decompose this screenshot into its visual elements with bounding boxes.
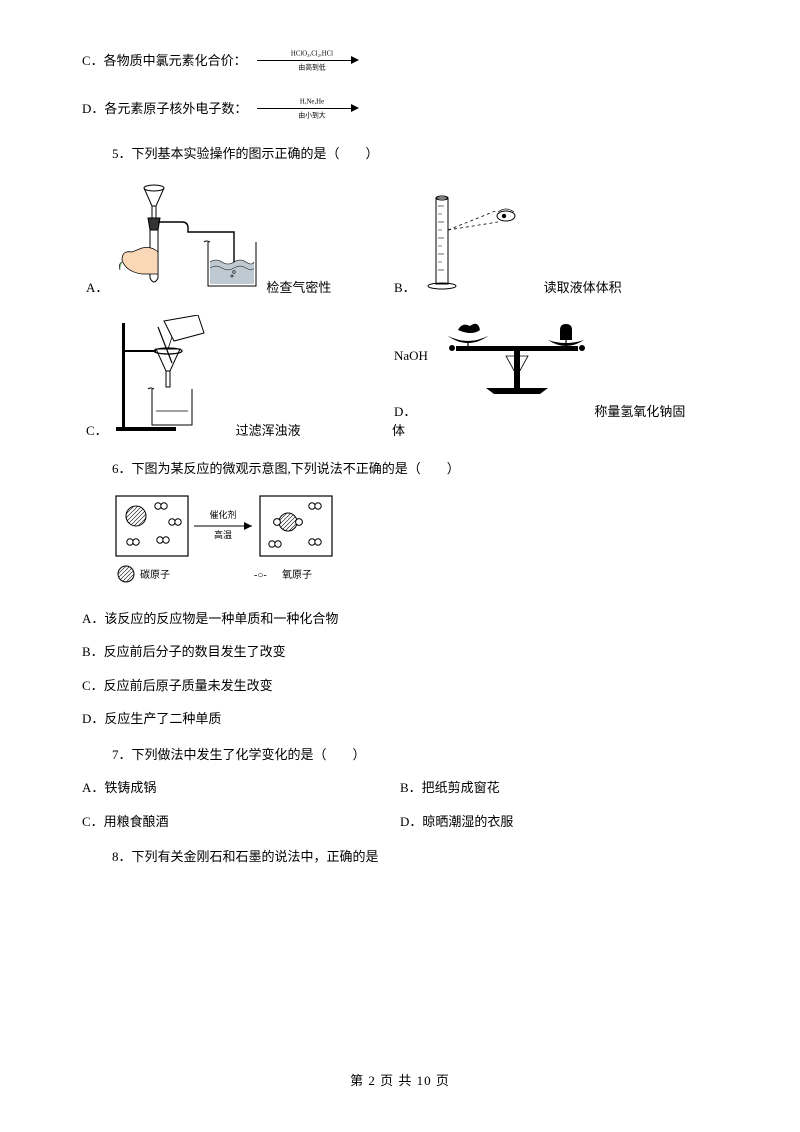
airtightness-apparatus-icon: [112, 182, 262, 298]
graduated-cylinder-icon: [420, 192, 540, 298]
q6-opt-c: C．反应前后原子质量未发生改变: [82, 676, 718, 696]
q6-reaction-diagram: 催化剂 高温 碳原子 -○- 氧原子: [112, 492, 718, 593]
q5-a-label: A．: [86, 278, 108, 298]
q5-d-naoh: NaOH: [394, 346, 428, 366]
q7-opt-a: A．铁铸成锅: [82, 778, 400, 798]
option-d-row: D． 各元素原子核外电子数： H,Ne,He 由小到大: [82, 96, 718, 122]
q5-d-caption2: 体: [392, 421, 405, 441]
q5-c-label: C．: [86, 421, 108, 441]
q5-d-label: D．: [394, 402, 416, 422]
option-d-text: 各元素原子核外电子数：: [104, 99, 247, 119]
q5-c-caption: 过滤浑浊液: [236, 421, 301, 441]
option-c-arrow-top: HClO₃,Cl₂,HCl: [265, 49, 359, 59]
balance-scale-icon: [432, 316, 602, 402]
q7-row2: C．用粮食酿酒 D．晾晒潮湿的衣服: [82, 812, 718, 832]
option-c-arrow-bottom: 由高到低: [265, 63, 359, 73]
arrow-line-icon: [257, 108, 353, 109]
q5-b-label: B．: [394, 278, 416, 298]
arrow-line-icon: [257, 60, 353, 61]
q6-mid-top: 催化剂: [209, 509, 236, 520]
q6-legend-right-prefix: -○-: [254, 570, 267, 581]
page-footer: 第 2 页 共 10 页: [0, 1071, 800, 1091]
option-d-arrow: H,Ne,He 由小到大: [257, 96, 367, 122]
option-d-arrow-top: H,Ne,He: [266, 97, 360, 107]
q6-opt-b: B．反应前后分子的数目发生了改变: [82, 642, 718, 662]
q5-d-caption: 称量氢氧化钠固: [594, 402, 685, 422]
option-c-label: C．: [82, 51, 104, 71]
q6-legend-left: 碳原子: [140, 568, 170, 581]
q5-stem: 5．下列基本实验操作的图示正确的是（ ）: [82, 144, 718, 164]
option-c-row: C． 各物质中氯元素化合价： HClO₃,Cl₂,HCl 由高到低: [82, 48, 718, 74]
q5-a-caption: 检查气密性: [266, 278, 331, 298]
q5-option-c: C．: [82, 315, 382, 441]
option-d-label: D．: [82, 99, 104, 119]
q5-b-caption: 读取液体体积: [544, 278, 622, 298]
q6-stem: 6．下图为某反应的微观示意图,下列说法不正确的是（ ）: [82, 459, 718, 479]
filtration-apparatus-icon: [112, 315, 232, 441]
q5-option-a: A．: [82, 182, 382, 298]
q5-option-d: NaOH: [390, 316, 689, 441]
q8-stem: 8．下列有关金刚石和石墨的说法中，正确的是: [82, 847, 718, 867]
option-d-arrow-bottom: 由小到大: [266, 111, 360, 121]
q6-mid-bottom: 高温: [214, 529, 232, 540]
q6-opt-a: A．该反应的反应物是一种单质和一种化合物: [82, 609, 718, 629]
q5-option-b: B．: [390, 192, 626, 298]
q7-opt-d: D．晾晒潮湿的衣服: [400, 812, 718, 832]
q6-legend-right: 氧原子: [282, 568, 312, 581]
q7-opt-c: C．用粮食酿酒: [82, 812, 400, 832]
option-c-arrow: HClO₃,Cl₂,HCl 由高到低: [257, 48, 367, 74]
q7-row1: A．铁铸成锅 B．把纸剪成窗花: [82, 778, 718, 798]
q7-stem: 7．下列做法中发生了化学变化的是（ ）: [82, 745, 718, 765]
q7-opt-b: B．把纸剪成窗花: [400, 778, 718, 798]
q6-opt-d: D．反应生产了二种单质: [82, 709, 718, 729]
option-c-text: 各物质中氯元素化合价：: [104, 51, 247, 71]
